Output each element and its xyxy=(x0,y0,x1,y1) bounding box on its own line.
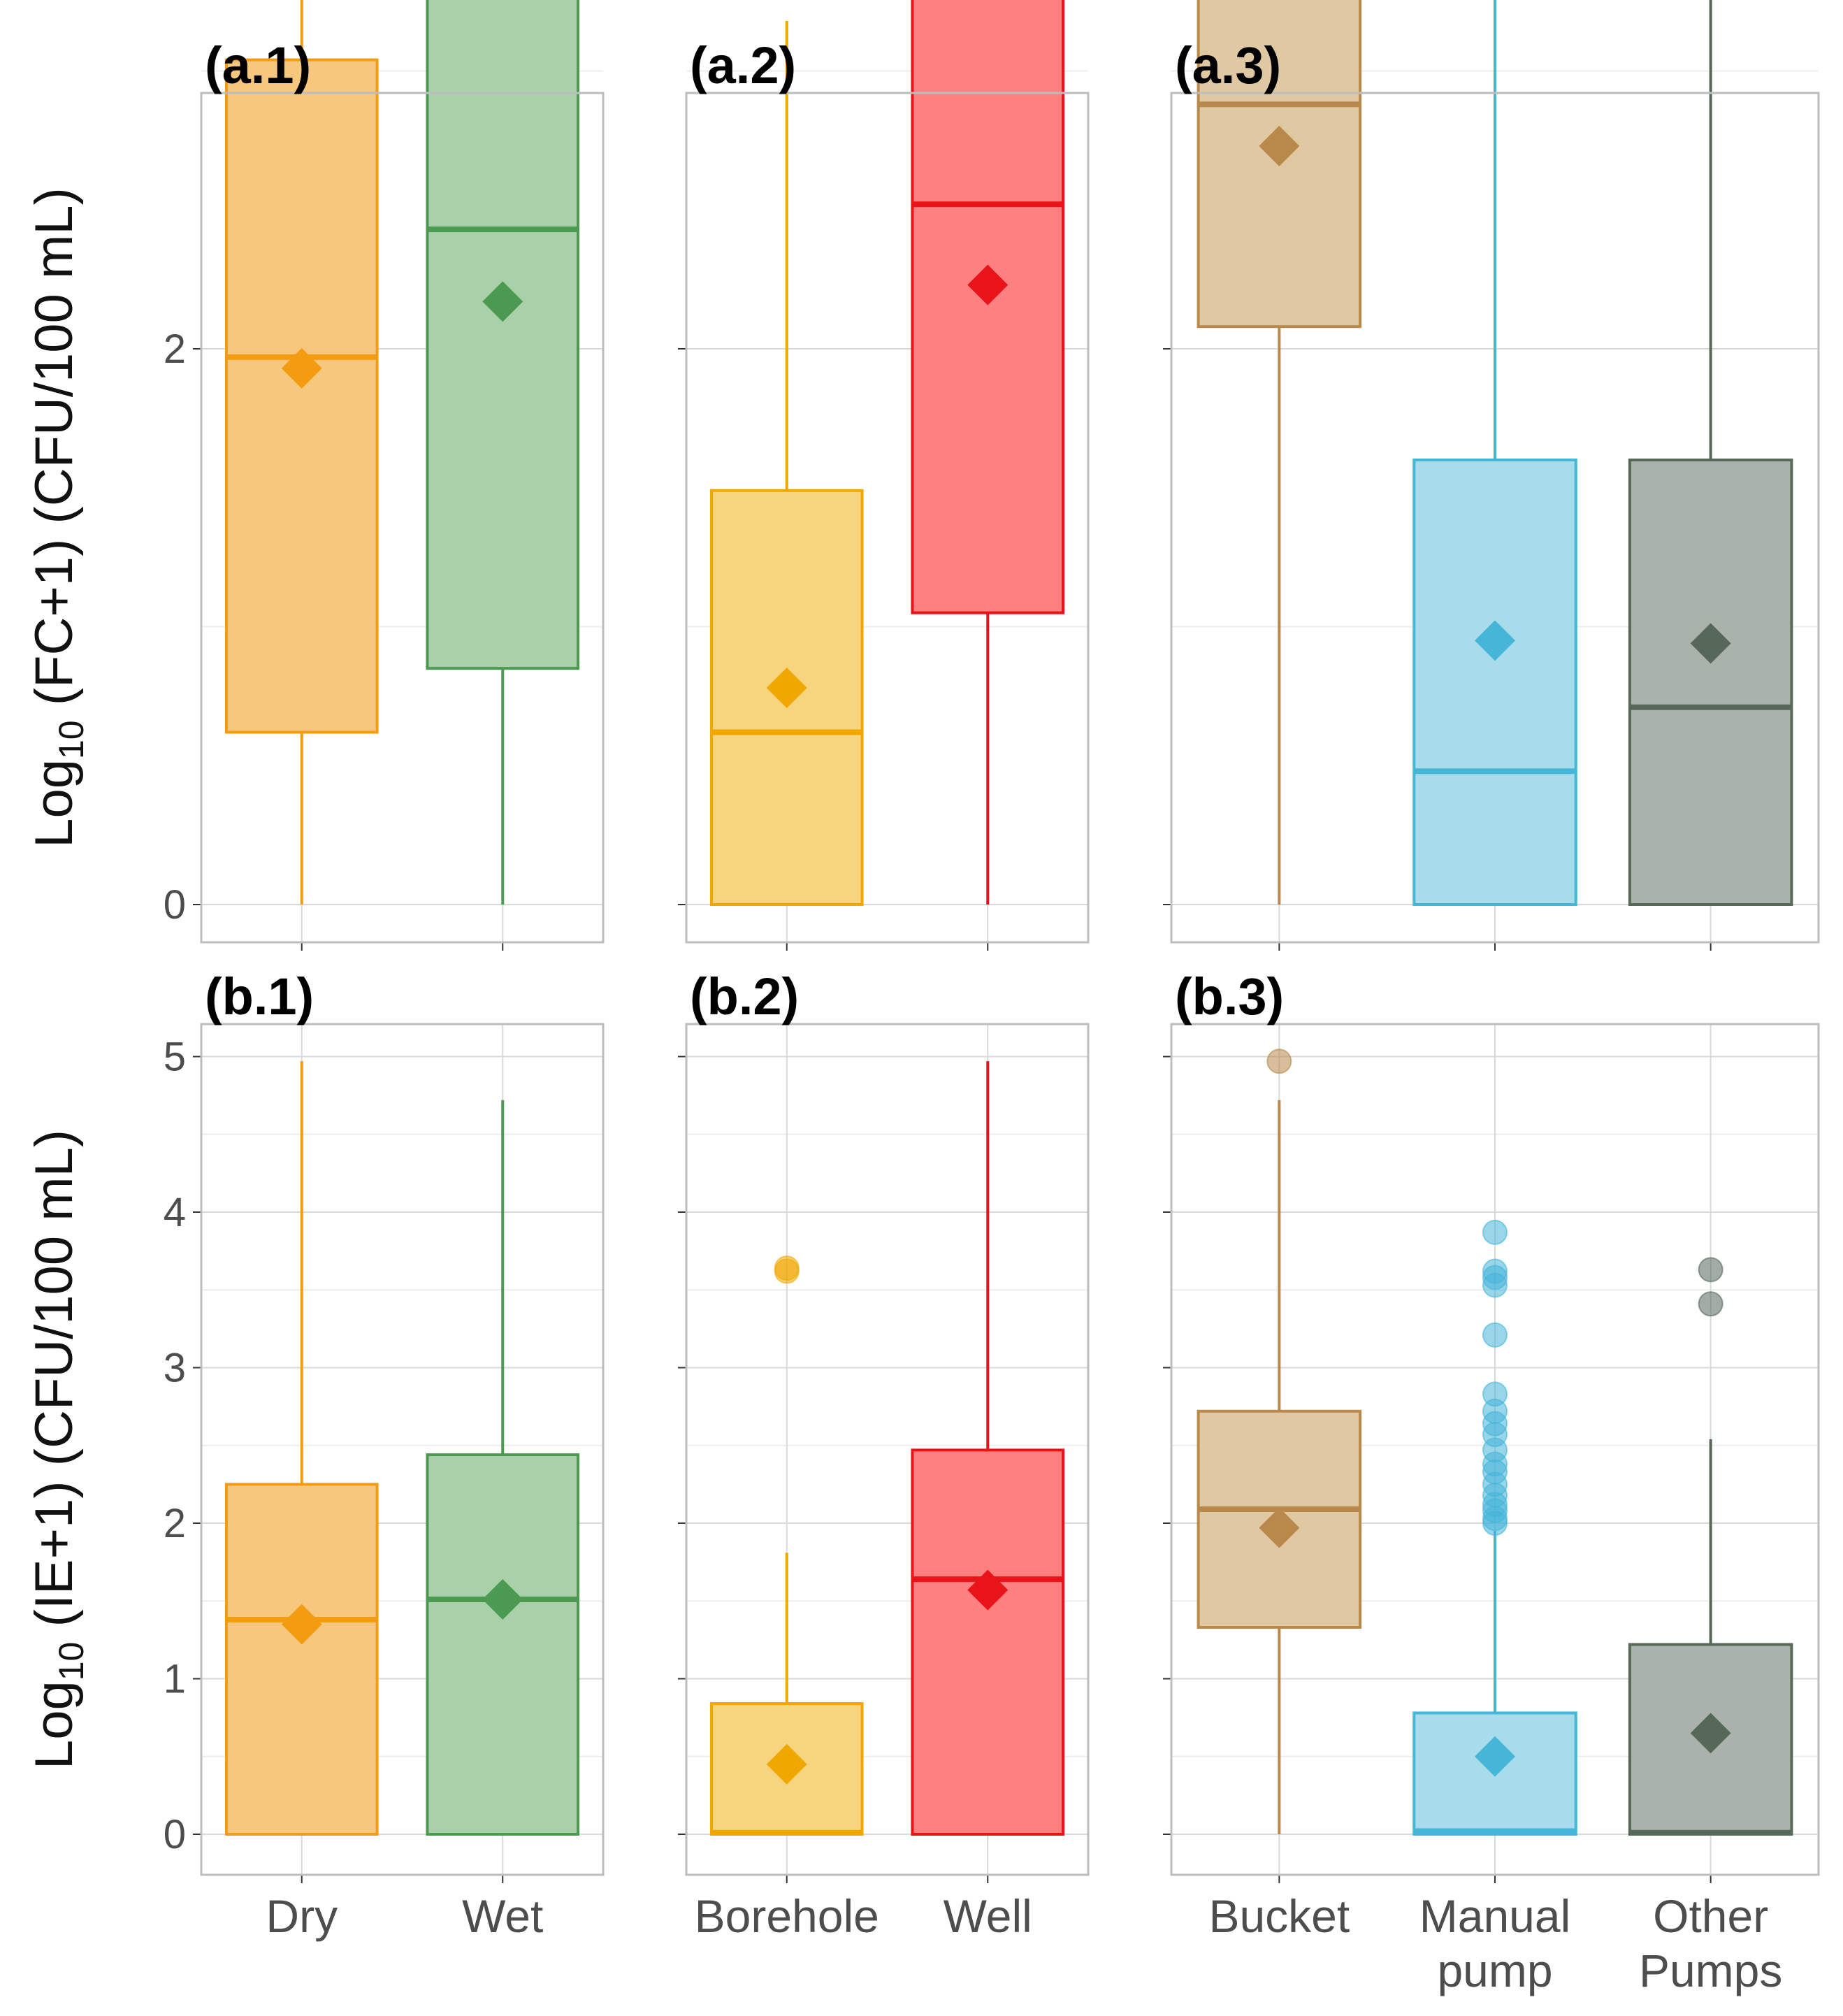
mean-marker xyxy=(1259,1507,1300,1548)
box-iqr xyxy=(426,1453,580,1836)
mean-marker xyxy=(1690,1713,1731,1754)
mean-marker xyxy=(281,1604,322,1645)
x-tick-label: pump xyxy=(1437,1945,1552,1996)
y-tick-label: 5 xyxy=(164,1035,186,1080)
y-tick-label: 0 xyxy=(164,882,186,928)
y-tick-label: 2 xyxy=(164,1501,186,1546)
x-tick-label: Dry xyxy=(266,1890,338,1942)
mean-marker xyxy=(766,667,807,708)
x-tick-label: Bucket xyxy=(1208,1890,1350,1942)
box-bucket xyxy=(1197,1049,1362,1834)
box-wet xyxy=(426,1100,580,1836)
panel-title: (b.1) xyxy=(205,967,314,1025)
outlier-point xyxy=(1266,1049,1292,1074)
mean-marker xyxy=(482,281,523,322)
panel-border xyxy=(200,1023,605,1876)
x-tick-label: Manual xyxy=(1419,1890,1570,1942)
mean-marker xyxy=(482,1579,523,1620)
mean-marker xyxy=(281,347,322,389)
outlier-point xyxy=(1482,1219,1508,1245)
box-dry xyxy=(224,1061,379,1836)
outlier-point xyxy=(1482,1258,1508,1284)
y-axis-label: Log10 (FC+1) (CFU/100 mL) xyxy=(24,187,91,848)
panel-b-2: Borehole Well (b.2) xyxy=(678,967,1090,1942)
box-well xyxy=(911,0,1065,905)
panel-title: (a.2) xyxy=(690,36,796,94)
y-axis-label: Log10 (IE+1) (CFU/100 mL) xyxy=(24,1130,91,1769)
panel-title: (b.3) xyxy=(1175,967,1284,1025)
panel-b-1: 0 1 2 3 4 5 Dry Wet (b.1) xyxy=(164,967,605,1942)
panel-a-1: 024(a.1) xyxy=(164,0,605,951)
mean-marker xyxy=(1475,1736,1515,1777)
panel-border xyxy=(1170,92,1820,944)
box-iqr xyxy=(1628,459,1793,906)
panel-title: (a.3) xyxy=(1175,36,1281,94)
x-tick-label: Other xyxy=(1653,1890,1768,1942)
mean-marker xyxy=(766,1743,807,1785)
box-iqr xyxy=(1412,459,1577,906)
mean-marker xyxy=(1259,125,1300,166)
x-tick-label: Borehole xyxy=(695,1890,879,1942)
panel-border xyxy=(200,92,605,944)
panel-title: (b.2) xyxy=(690,967,799,1025)
box-other-pumps xyxy=(1628,1257,1793,1836)
box-iqr xyxy=(224,58,379,734)
panel-a-2: (a.2) xyxy=(678,0,1090,951)
x-tick-label: Well xyxy=(944,1890,1032,1942)
outlier-point xyxy=(1482,1322,1508,1348)
y-tick-label: 4 xyxy=(164,1190,186,1235)
box-iqr xyxy=(426,0,580,670)
y-tick-label: 2 xyxy=(164,326,186,372)
box-iqr xyxy=(911,0,1065,614)
mean-marker xyxy=(967,264,1009,305)
x-tick-label: Wet xyxy=(462,1890,543,1942)
box-bucket xyxy=(1197,0,1362,905)
panel-border xyxy=(685,1023,1090,1876)
panel-border xyxy=(1170,1023,1820,1876)
panel-title: (a.1) xyxy=(205,36,311,94)
outlier-point xyxy=(774,1255,800,1281)
box-iqr xyxy=(911,1448,1065,1836)
panel-a-3: (a.3) xyxy=(1163,0,1820,951)
outlier-point xyxy=(1482,1381,1508,1407)
panel-border xyxy=(685,92,1090,944)
outlier-point xyxy=(1698,1257,1723,1283)
box-manual-pump xyxy=(1412,0,1577,906)
x-tick-label: Pumps xyxy=(1639,1945,1782,1996)
mean-marker xyxy=(1475,620,1515,661)
box-well xyxy=(911,1061,1065,1836)
outlier-point xyxy=(1698,1291,1723,1317)
y-tick-label: 0 xyxy=(164,1812,186,1857)
mean-marker xyxy=(967,1569,1009,1611)
box-borehole xyxy=(709,20,864,906)
box-other-pumps xyxy=(1628,0,1793,906)
box-manual-pump xyxy=(1412,1219,1577,1836)
mean-marker xyxy=(1690,623,1731,664)
box-wet xyxy=(426,0,580,905)
y-tick-label: 1 xyxy=(164,1657,186,1702)
box-iqr xyxy=(224,1483,379,1836)
box-dry xyxy=(224,0,379,905)
box-borehole xyxy=(709,1255,864,1836)
y-tick-label: 3 xyxy=(164,1346,186,1391)
